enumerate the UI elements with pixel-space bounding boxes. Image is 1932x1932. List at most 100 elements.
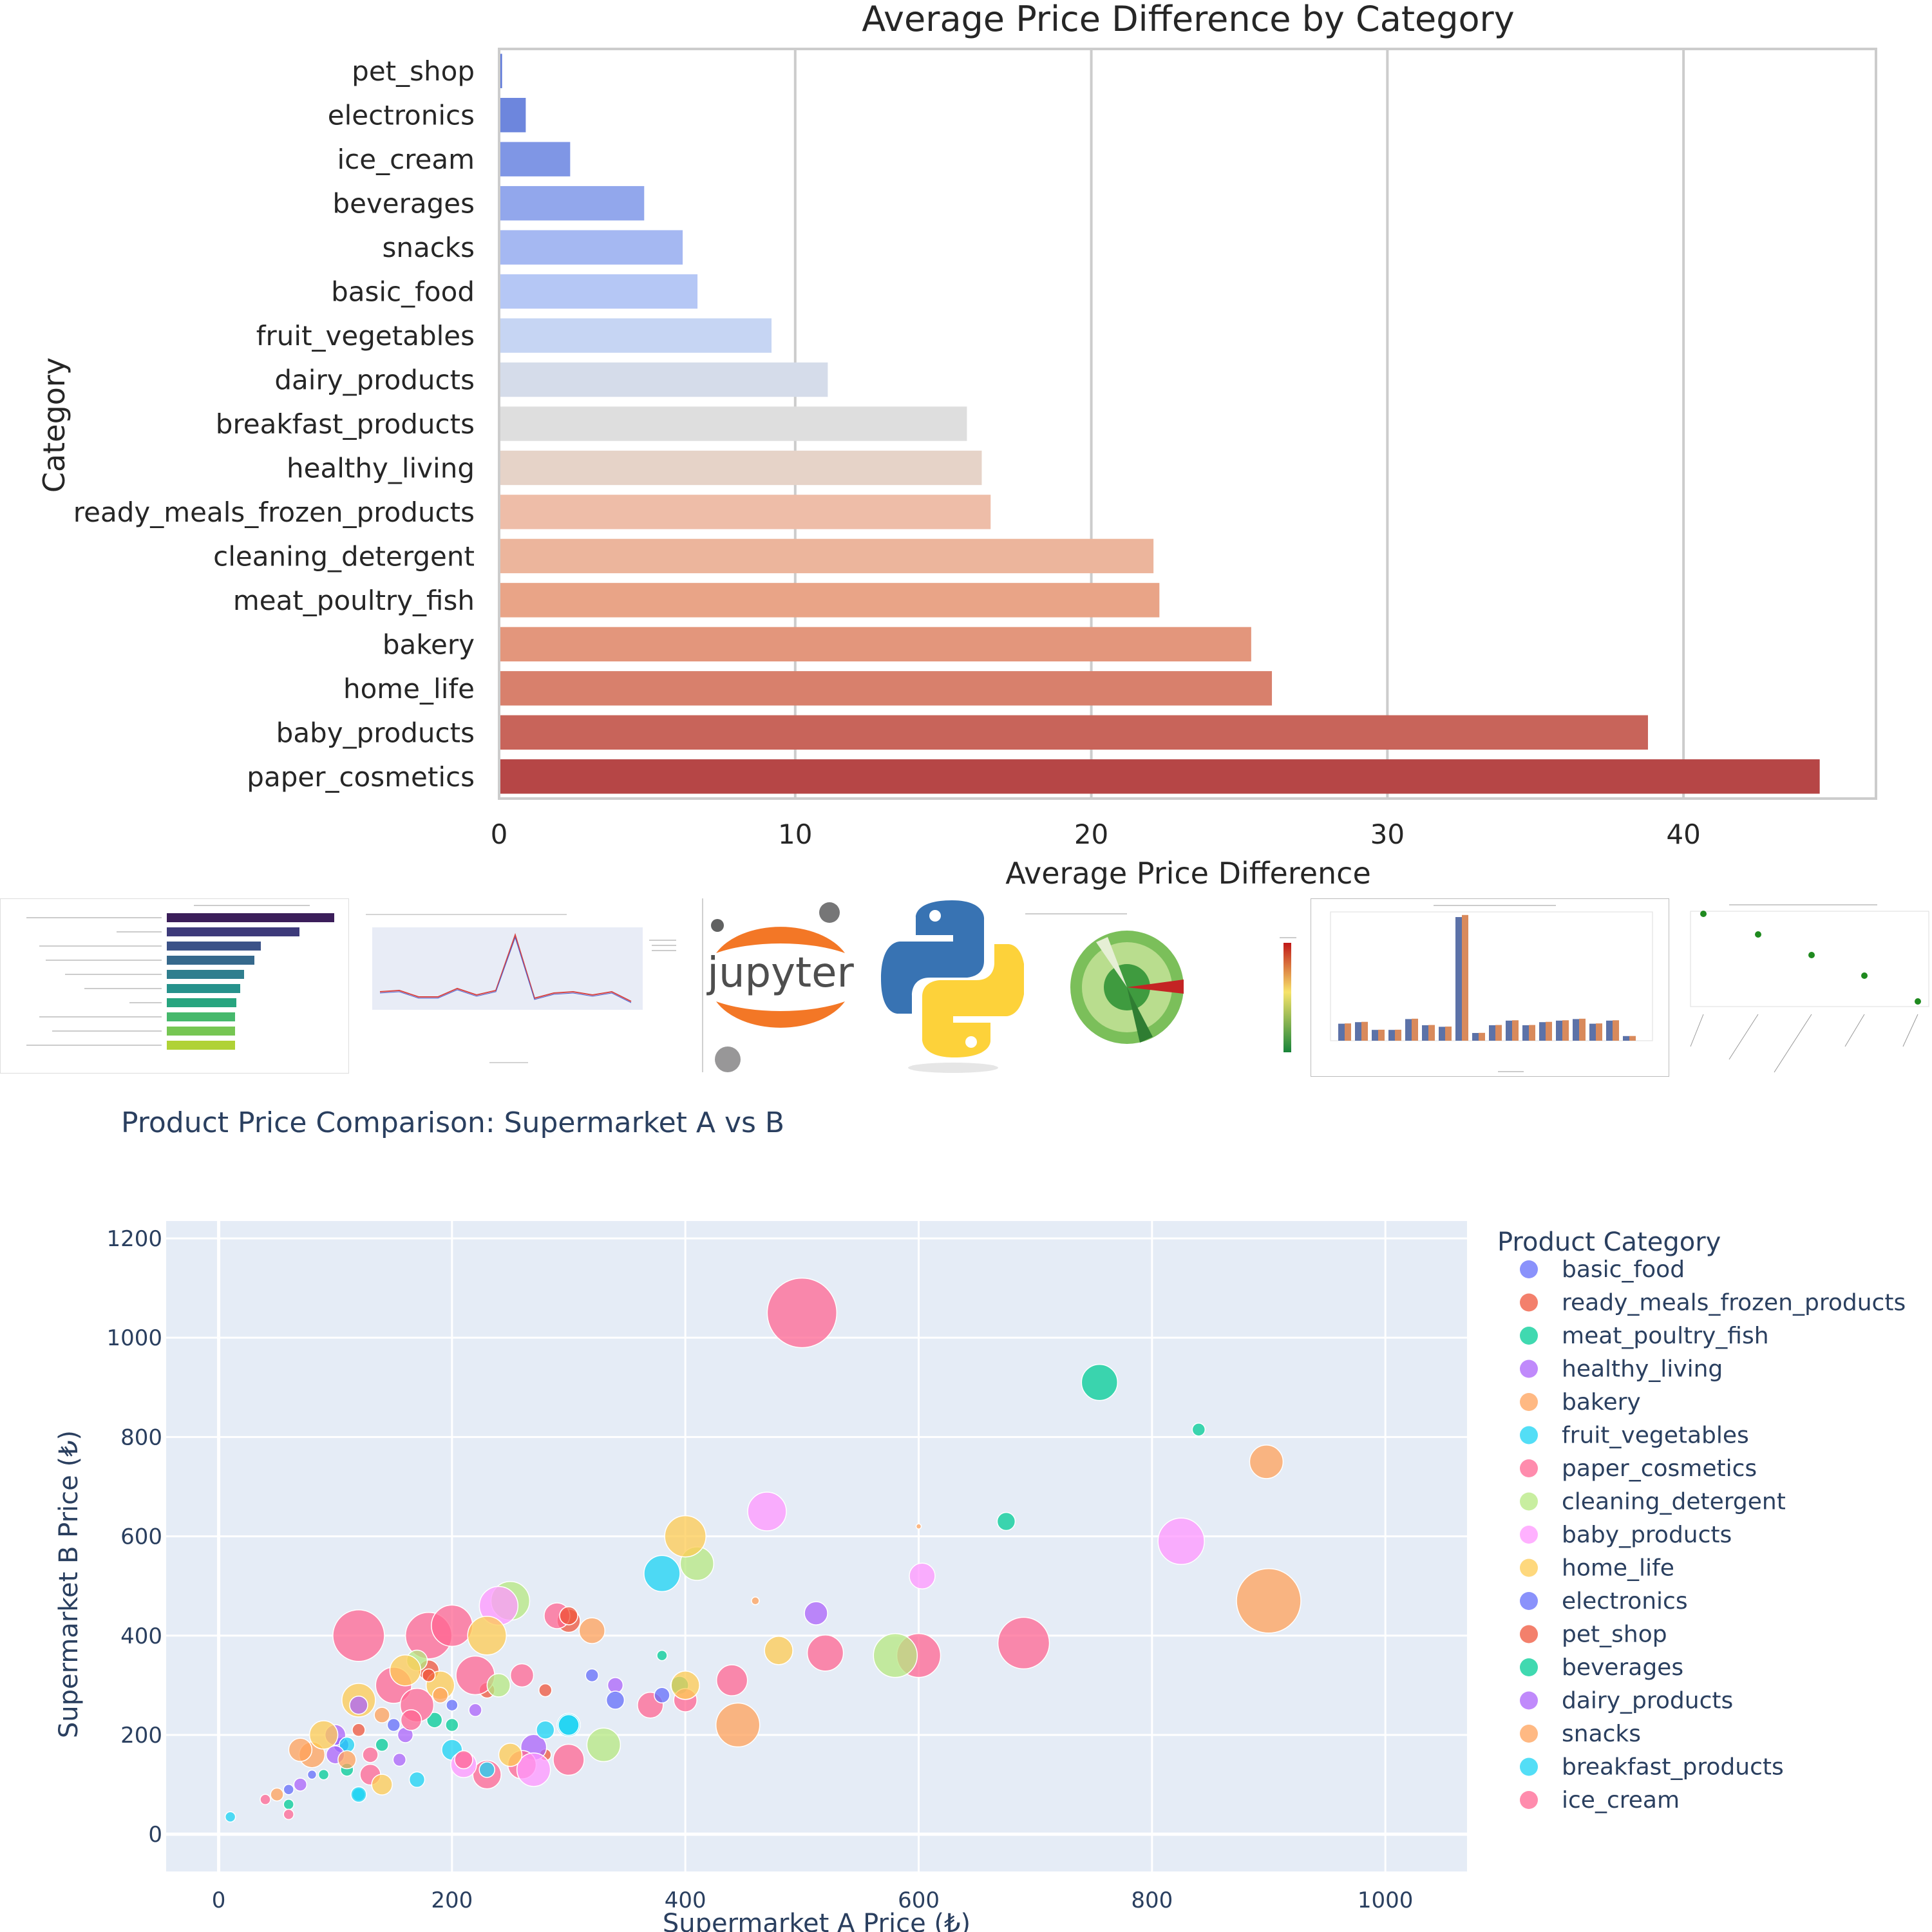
legend-marker-ice_cream: [1520, 1791, 1538, 1809]
thumb-bar: [1479, 1032, 1485, 1041]
bubble-ice_cream: [260, 1794, 271, 1805]
bubble-electronics: [585, 1668, 600, 1683]
bubble-bakery: [1236, 1568, 1302, 1634]
bubble-ice_cream: [454, 1750, 473, 1770]
bubble-bakery: [751, 1596, 760, 1605]
bar-beverages: [499, 185, 645, 221]
bubble-baby_products: [516, 1752, 551, 1787]
bubble-healthy_living: [392, 1752, 407, 1767]
bubble-home_life: [498, 1743, 523, 1767]
thumb-bar: [1546, 1021, 1552, 1041]
bubble-x-tick-label: 600: [898, 1888, 940, 1913]
thumb-plot-bg: [1330, 911, 1653, 1041]
bar-category-label: basic_food: [331, 276, 475, 308]
bar-x-ticks: 0 10 20 30 40: [491, 819, 1701, 850]
bubble-snacks: [288, 1738, 313, 1762]
bubble-paper_cosmetics: [806, 1634, 844, 1672]
bar-x-tick-label: 30: [1370, 819, 1405, 850]
bubble-pet_shop: [421, 1668, 436, 1683]
colorscale-bar: [1283, 943, 1291, 1052]
thumb-line-b: [379, 933, 632, 1002]
thumb-bar: [1361, 1021, 1368, 1041]
bar-chart: Average Price Difference by Category pet…: [37, 0, 1877, 891]
legend-label: paper_cosmetics: [1562, 1455, 1757, 1482]
bar-baby_products: [499, 715, 1648, 750]
bubble-dairy_products: [349, 1695, 368, 1715]
python-snake-blue: [881, 900, 985, 1014]
bar-meat_poultry_fish: [499, 583, 1160, 618]
thumb-dot: [1915, 998, 1921, 1005]
sunburst-red-slice: [1127, 980, 1184, 994]
thumb-dot: [1755, 931, 1761, 938]
bar-x-axis-label: Average Price Difference: [1005, 856, 1371, 891]
legend-label: cleaning_detergent: [1562, 1489, 1786, 1515]
python-eye: [965, 1036, 977, 1048]
bar-category-label: baby_products: [276, 717, 475, 748]
bubble-beverages: [283, 1799, 294, 1810]
bar-category-label: home_life: [343, 673, 475, 705]
bubble-meat_poultry_fish: [1081, 1363, 1119, 1401]
bubble-y-tick-label: 1200: [106, 1226, 162, 1252]
thumbnail-dot-chart: [1671, 898, 1932, 1075]
legend-marker-pet_shop: [1520, 1625, 1538, 1643]
bubble-y-tick-label: 0: [148, 1822, 162, 1848]
bubble-fruit_vegetables: [643, 1555, 681, 1593]
thumb-plot-bg: [372, 927, 643, 1010]
bubble-x-tick-label: 0: [212, 1888, 226, 1913]
thumb-bar: [1606, 1020, 1613, 1041]
bar-x-tick-label: 0: [491, 819, 508, 850]
bar-plot-frame: [498, 48, 1877, 800]
legend-marker-breakfast_products: [1520, 1757, 1538, 1776]
bubble-paper_cosmetics: [553, 1743, 585, 1776]
bubble-ice_cream: [362, 1747, 379, 1763]
legend-label: dairy_products: [1562, 1688, 1733, 1714]
bubble-pet_shop: [538, 1683, 553, 1698]
thumb-bar: [1506, 1020, 1512, 1041]
bubble-breakfast_products: [408, 1771, 426, 1788]
legend-label: pet_shop: [1562, 1622, 1667, 1648]
thumb-bar: [1589, 1023, 1596, 1041]
bubble-legend: basic_food ready_meals_frozen_productsmea…: [1520, 1256, 1906, 1814]
thumb-bar: [1512, 1020, 1519, 1041]
thumb-bar: [1562, 1020, 1569, 1041]
bubble-meat_poultry_fish: [996, 1511, 1016, 1531]
thumb-bar: [1629, 1036, 1636, 1041]
legend-marker-snacks: [1520, 1725, 1538, 1743]
bubble-x-tick-label: 400: [665, 1888, 706, 1913]
bar-ice_cream: [499, 142, 571, 176]
legend-label: fruit_vegetables: [1562, 1423, 1749, 1449]
bar-chart-title: Average Price Difference by Category: [862, 0, 1514, 39]
bubble-ice_cream: [283, 1808, 294, 1821]
bar-y-axis-label: Category: [37, 357, 71, 493]
bar-category-label: fruit_vegetables: [256, 320, 475, 352]
bubble-home_life: [764, 1636, 793, 1665]
bubble-baby_products: [1157, 1517, 1205, 1566]
legend-label: healthy_living: [1562, 1356, 1723, 1383]
bubble-home_life: [664, 1515, 706, 1558]
bubble-breakfast_products: [350, 1786, 367, 1803]
legend-marker-cleaning_detergent: [1520, 1492, 1538, 1511]
thumb-bar: [1529, 1025, 1535, 1041]
bubble-home_life: [670, 1671, 700, 1700]
thumb-bar: [167, 984, 240, 993]
legend-label: breakfast_products: [1562, 1754, 1784, 1781]
python-shadow: [908, 1063, 998, 1073]
bar-category-label: beverages: [332, 188, 475, 220]
legend-label: ready_meals_frozen_products: [1562, 1290, 1906, 1316]
bar-fruit_vegetables: [499, 318, 772, 353]
bar-healthy_living: [499, 450, 982, 486]
bubble-breakfast_products: [224, 1811, 236, 1823]
bubble-dairy_products: [468, 1703, 482, 1718]
legend-marker-electronics: [1520, 1592, 1538, 1610]
legend-label: basic_food: [1562, 1256, 1685, 1283]
thumb-bar: [1522, 1025, 1529, 1041]
bar-ready_meals_frozen_products: [499, 495, 991, 529]
legend-marker-healthy_living: [1520, 1359, 1538, 1378]
thumb-bar: [167, 927, 299, 936]
bubble-cleaning_detergent: [586, 1727, 621, 1763]
bubble-x-tick-label: 1000: [1358, 1888, 1414, 1913]
bubble-bakery: [578, 1617, 606, 1644]
jupyter-arc-top: [716, 927, 845, 953]
bubble-x-tick-label: 200: [431, 1888, 473, 1913]
bubble-paper_cosmetics: [431, 1604, 473, 1647]
